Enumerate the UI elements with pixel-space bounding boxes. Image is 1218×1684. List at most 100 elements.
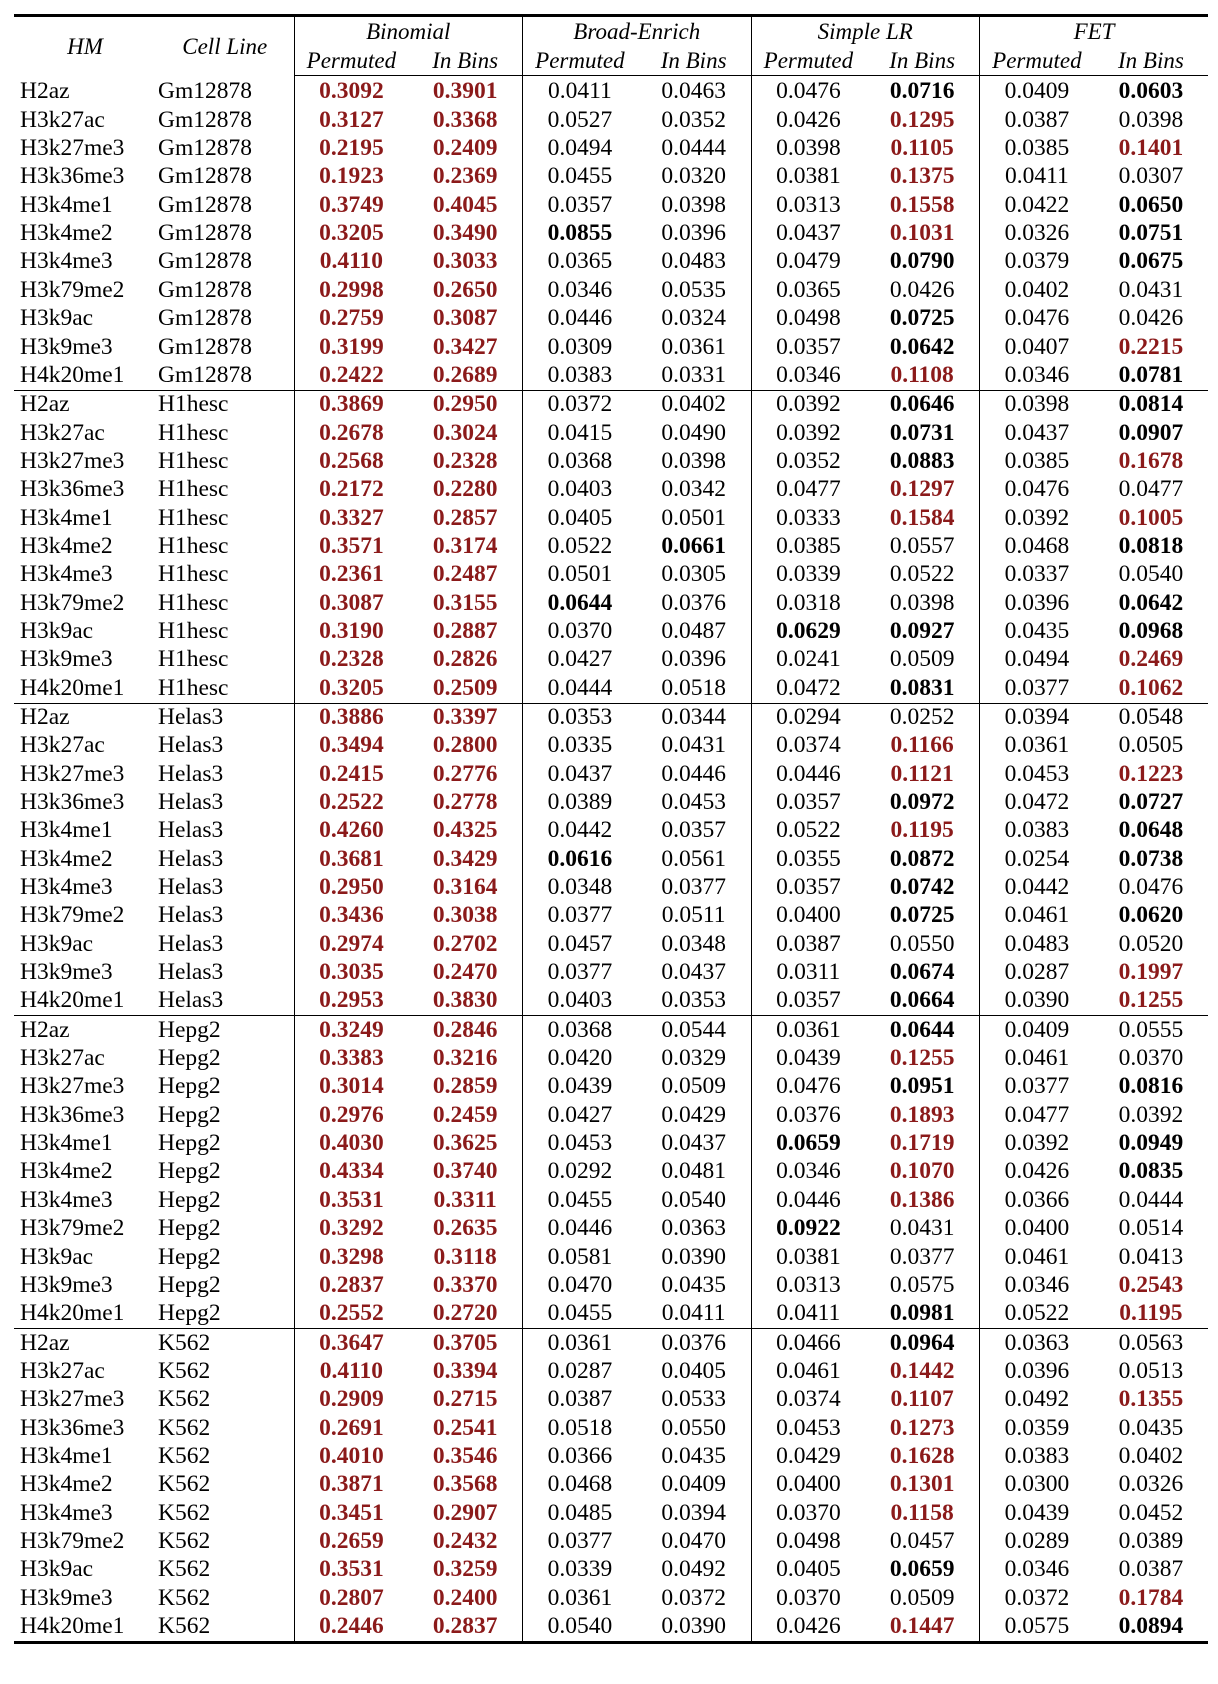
cell-value: 0.1031 [889,220,955,247]
cell-value: 0.0453 [661,789,726,816]
cell-value: 0.0922 [750,1214,866,1244]
header-sub-in-bins: In Bins [865,45,980,76]
cell-value: 0.2650 [432,276,498,303]
cell-histone-mark: H2az [14,1015,156,1045]
cell-value: 0.3038 [432,902,498,929]
cell-value: 0.0254 [979,845,1094,874]
table-row: H3k4me1 H1hesc 0.3327 0.2857 0.0405 0.0501 0.0… [14,504,1208,533]
cell-value: 0.0407 [979,333,1094,362]
cell-value: 0.0818 [1118,532,1184,559]
cell-value: 0.0494 [521,134,637,164]
cell-value: 0.0509 [661,1073,726,1100]
cell-cell-line: H1hesc [158,589,229,616]
table-row: H3k36me3 H1hesc 0.2172 0.2280 0.0403 0.0342 0.… [14,475,1208,505]
cell-value: 0.0629 [750,617,866,646]
cell-value: 0.0522 [979,1299,1094,1329]
cell-cell-line: K562 [158,1556,211,1583]
table-row: H2az Helas3 0.3886 0.3397 0.0353 0.0344 0.0294… [14,702,1209,732]
cell-value: 0.2998 [293,276,409,305]
cell-value: 0.2950 [293,873,409,902]
cell-value: 0.0476 [979,475,1094,505]
cell-value: 0.2509 [432,674,498,701]
table-row: H4k20me1 Helas3 0.2953 0.3830 0.0403 0.0353 0.… [14,987,1208,1016]
cell-value: 0.0403 [521,475,637,505]
cell-value: 0.0557 [889,532,955,559]
cell-value: 0.0461 [979,901,1094,931]
cell-value: 0.0363 [979,1328,1094,1358]
cell-histone-mark: H3k27me3 [20,135,125,162]
cell-value: 0.3155 [432,589,498,616]
cell-value: 0.0398 [661,191,726,218]
cell-value: 0.0329 [661,1045,726,1072]
cell-value: 0.1558 [889,191,955,218]
cell-value: 0.0581 [521,1243,637,1272]
cell-value: 0.3087 [432,305,498,332]
cell-value: 0.0481 [661,1158,726,1185]
cell-value: 0.4260 [293,816,409,846]
cell-histone-mark: H3k9me3 [20,1584,113,1611]
cell-value: 0.0675 [1118,248,1184,275]
cell-value: 0.2807 [293,1584,409,1613]
cell-value: 0.0453 [979,760,1094,789]
cell-value: 0.0620 [1118,902,1184,929]
cell-value: 0.0420 [521,1044,637,1074]
cell-value: 0.0357 [750,987,866,1016]
table-row: H3k27ac K562 0.4110 0.3394 0.0287 0.0405 0.046… [14,1357,1208,1386]
cell-value: 0.0603 [1118,78,1184,105]
cell-histone-mark: H3k9me3 [20,1271,113,1298]
table-row: H3k4me1 Hepg2 0.4030 0.3625 0.0453 0.0437 0.06… [14,1129,1208,1159]
cell-value: 0.0498 [750,1527,866,1556]
cell-value: 0.0287 [521,1357,637,1386]
cell-value: 0.0385 [979,447,1094,476]
cell-cell-line: Hepg2 [158,1101,221,1128]
cell-value: 0.0311 [750,958,866,987]
cell-value: 0.0398 [1118,106,1184,133]
header-group-broad-enrich: Broad-Enrich [522,14,751,45]
cell-value: 0.0533 [661,1386,726,1413]
cell-histone-mark: H3k27ac [20,1045,105,1072]
cell-value: 0.2543 [1118,1271,1184,1298]
cell-cell-line: Gm12878 [158,78,252,105]
cell-histone-mark: H2az [14,389,156,420]
cell-histone-mark: H3k4me2 [20,1471,113,1498]
cell-cell-line: Gm12878 [158,135,252,162]
cell-value: 0.0326 [979,219,1094,249]
cell-value: 0.0468 [979,532,1094,561]
table-row: H3k4me3 Gm12878 0.4110 0.3033 0.0365 0.0483 0.… [14,248,1208,277]
cell-value: 0.0437 [750,219,866,249]
cell-value: 0.0513 [1118,1357,1184,1384]
header-sub-permuted: Permuted [979,45,1094,76]
cell-cell-line: H1hesc [158,646,229,673]
cell-histone-mark: H3k36me3 [20,163,125,190]
cell-value: 0.3531 [293,1186,409,1215]
cell-value: 0.0381 [750,163,866,192]
header-group-binomial: Binomial [293,14,523,45]
cell-histone-mark: H3k9ac [20,1556,94,1583]
cell-cell-line: Hepg2 [158,1130,221,1157]
cell-value: 0.0476 [750,75,866,107]
cell-value: 0.3436 [293,901,409,931]
cell-value: 0.0396 [661,646,726,673]
cell-value: 0.0435 [979,617,1094,646]
cell-value: 0.4010 [293,1442,409,1471]
table-body: H2az Gm12878 0.3092 0.3901 0.0411 0.0463 0.047… [14,75,1209,1644]
cell-value: 0.1678 [1118,447,1184,474]
cell-value: 0.0289 [979,1527,1094,1556]
cell-value: 0.2702 [432,930,498,957]
cell-value: 0.2759 [293,304,409,334]
cell-value: 0.0485 [521,1499,637,1528]
cell-value: 0.0964 [865,1328,980,1358]
cell-value: 0.0409 [979,75,1094,107]
table-row: H4k20me1 Hepg2 0.2552 0.2720 0.0455 0.0411 0.0… [14,1299,1208,1329]
table-row: H3k4me2 H1hesc 0.3571 0.3174 0.0522 0.0661 0.0… [14,532,1208,561]
cell-value: 0.1442 [889,1357,955,1384]
cell-value: 0.4110 [293,1357,409,1386]
cell-histone-mark: H2az [14,1328,156,1358]
cell-value: 0.0444 [521,674,637,704]
cell-value: 0.0396 [661,220,726,247]
cell-value: 0.3531 [293,1555,409,1585]
header-hm: HM [14,14,156,76]
cell-cell-line: Hepg2 [156,1015,294,1045]
cell-value: 0.0470 [521,1271,637,1300]
cell-value: 0.1121 [890,760,954,787]
